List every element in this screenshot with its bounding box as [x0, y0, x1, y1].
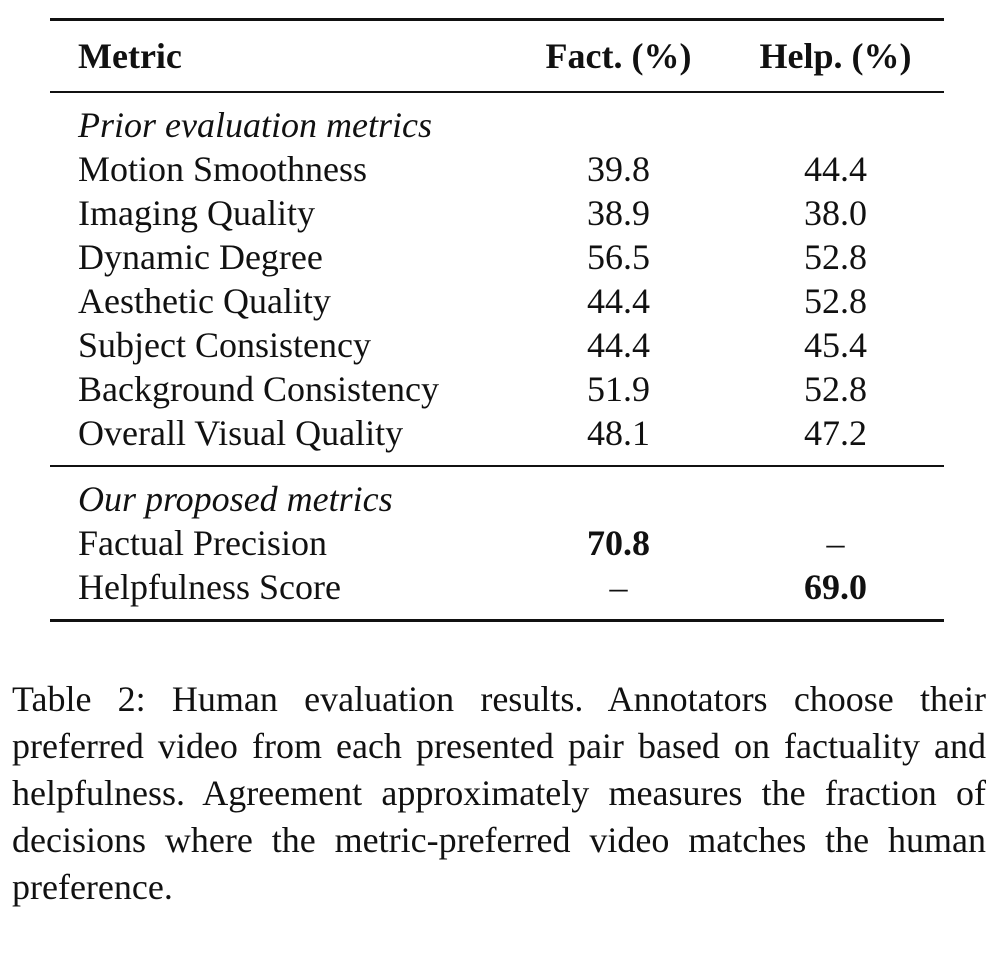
metric-name: Motion Smoothness	[78, 149, 368, 189]
help-value: 44.4	[803, 149, 867, 189]
help-value: –	[826, 523, 845, 563]
section-title-row: Prior evaluation metrics	[50, 103, 944, 147]
header-help: Help. (%)	[759, 36, 912, 76]
fact-value: –	[609, 567, 628, 607]
table-top-rule	[50, 18, 944, 21]
metric-name: Subject Consistency	[78, 325, 371, 365]
section-title: Our proposed metrics	[78, 479, 393, 519]
table-row: Aesthetic Quality 44.4 52.8	[50, 279, 944, 323]
table-row: Dynamic Degree 56.5 52.8	[50, 235, 944, 279]
table-row: Background Consistency 51.9 52.8	[50, 367, 944, 411]
header-fact: Fact. (%)	[545, 36, 692, 76]
table-row: Factual Precision 70.8 –	[50, 521, 944, 565]
table-row: Subject Consistency 44.4 45.4	[50, 323, 944, 367]
metric-name: Aesthetic Quality	[78, 281, 331, 321]
section-divider-rule	[50, 465, 944, 467]
metric-name: Helpfulness Score	[78, 567, 341, 607]
table-row: Motion Smoothness 39.8 44.4	[50, 147, 944, 191]
table-header-row: Metric Fact. (%) Help. (%)	[50, 21, 944, 91]
metric-name: Factual Precision	[78, 523, 327, 563]
help-value: 52.8	[803, 369, 867, 409]
fact-value: 38.9	[587, 193, 650, 233]
table-header-rule	[50, 91, 944, 93]
fact-value-best: 70.8	[587, 523, 650, 563]
metric-name: Overall Visual Quality	[78, 413, 404, 453]
table-bottom-rule	[50, 619, 944, 622]
help-value-best: 69.0	[803, 567, 867, 607]
metric-name: Background Consistency	[78, 369, 439, 409]
fact-value: 44.4	[587, 281, 650, 321]
help-value: 38.0	[803, 193, 867, 233]
fact-value: 56.5	[587, 237, 650, 277]
table-caption: Table 2: Human evaluation results. Annot…	[12, 679, 986, 907]
results-table: Metric Fact. (%) Help. (%) Prior evaluat…	[50, 18, 944, 622]
help-value: 52.8	[803, 281, 867, 321]
section-title: Prior evaluation metrics	[78, 105, 432, 145]
fact-value: 39.8	[587, 149, 650, 189]
table-row: Overall Visual Quality 48.1 47.2	[50, 411, 944, 455]
help-value: 47.2	[803, 413, 867, 453]
table-row: Helpfulness Score – 69.0	[50, 565, 944, 609]
fact-value: 44.4	[587, 325, 650, 365]
help-value: 52.8	[803, 237, 867, 277]
table-row: Imaging Quality 38.9 38.0	[50, 191, 944, 235]
metric-name: Imaging Quality	[78, 193, 315, 233]
metric-name: Dynamic Degree	[78, 237, 323, 277]
fact-value: 48.1	[587, 413, 650, 453]
help-value: 45.4	[803, 325, 867, 365]
section-title-row: Our proposed metrics	[50, 477, 944, 521]
header-metric: Metric	[78, 36, 182, 76]
fact-value: 51.9	[587, 369, 650, 409]
